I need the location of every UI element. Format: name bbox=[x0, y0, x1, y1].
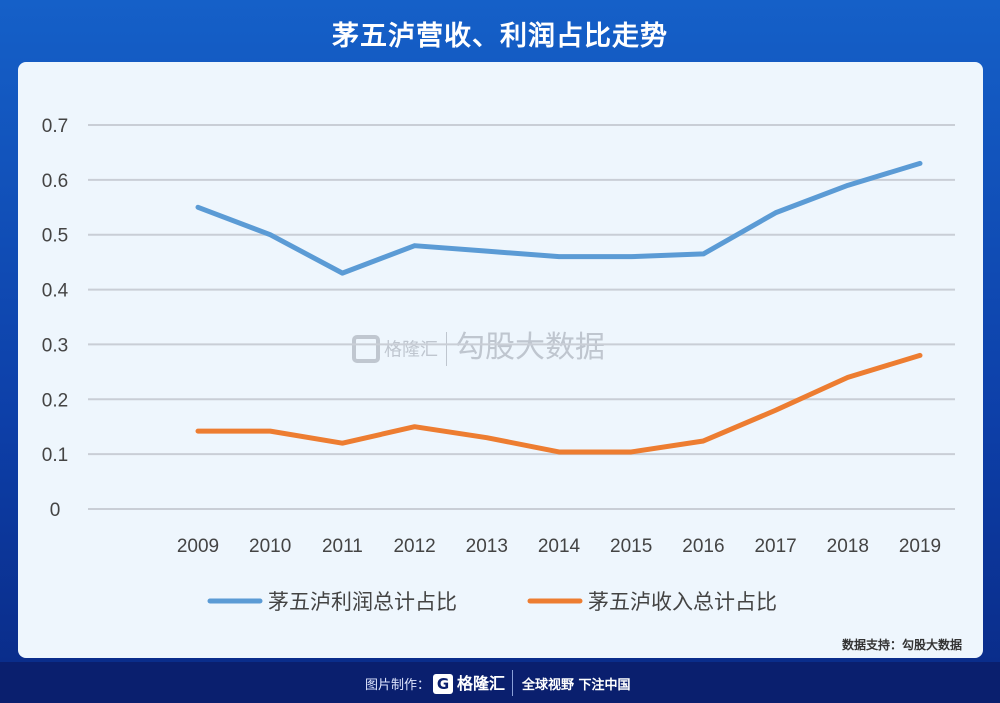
y-tick-label: 0.7 bbox=[42, 116, 68, 137]
series-line-2 bbox=[195, 352, 923, 455]
footer-made-by: 图片制作： bbox=[365, 678, 431, 693]
chart-title: 茅五泸营收、利润占比走势 bbox=[332, 21, 668, 52]
y-tick-label: 0.6 bbox=[42, 171, 68, 192]
x-tick-label: 2014 bbox=[538, 536, 581, 557]
y-tick-label: 0.1 bbox=[42, 445, 68, 466]
x-tick-label: 2018 bbox=[827, 536, 869, 557]
legend-label: 茅五泸利润总计占比 bbox=[268, 590, 457, 614]
y-tick-label: 0 bbox=[50, 500, 61, 521]
footer-slogan: 全球视野 下注中国 bbox=[522, 678, 631, 693]
y-tick-label: 0.5 bbox=[42, 226, 68, 247]
gelonghui-logo-icon: G bbox=[433, 674, 453, 694]
x-tick-label: 2016 bbox=[682, 536, 724, 557]
x-tick-label: 2011 bbox=[322, 536, 363, 557]
footer: 图片制作： G 格隆汇 全球视野 下注中国 bbox=[0, 662, 1000, 703]
gelonghui-logo-icon bbox=[352, 334, 380, 363]
x-tick-label: 2009 bbox=[177, 536, 219, 557]
x-tick-label: 2013 bbox=[466, 536, 508, 557]
y-tick-label: 0.4 bbox=[42, 281, 69, 302]
watermark-text: 勾股大数据 bbox=[455, 330, 605, 365]
footer-logo: G 格隆汇 bbox=[433, 670, 505, 694]
x-tick-label: 2019 bbox=[899, 536, 941, 557]
x-tick-label: 2015 bbox=[610, 536, 652, 557]
x-tick-label: 2012 bbox=[393, 536, 435, 557]
x-tick-label: 2010 bbox=[249, 536, 291, 557]
chart-card bbox=[18, 62, 983, 658]
y-tick-label: 0.3 bbox=[42, 335, 68, 356]
legend-label: 茅五泸收入总计占比 bbox=[588, 590, 777, 614]
footer-brand: 格隆汇 bbox=[457, 674, 506, 693]
x-tick-label: 2017 bbox=[754, 536, 796, 557]
data-source: 数据支持：勾股大数据 bbox=[841, 638, 962, 652]
y-tick-label: 0.2 bbox=[42, 390, 68, 411]
watermark: 格隆汇 勾股大数据 bbox=[352, 322, 605, 366]
